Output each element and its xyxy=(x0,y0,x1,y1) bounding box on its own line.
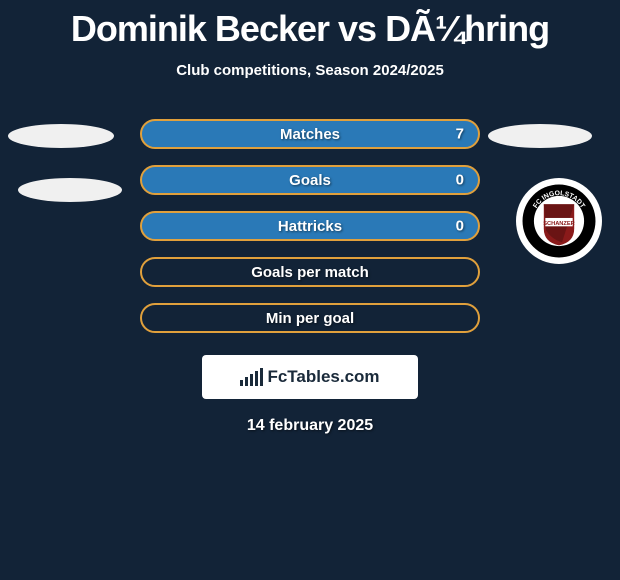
stat-row-goals-per-match: Goals per match xyxy=(140,257,480,287)
page-subtitle: Club competitions, Season 2024/2025 xyxy=(176,62,444,79)
badge-shield-text: SCHANZER xyxy=(543,221,575,227)
stat-row-matches: Matches 7 xyxy=(140,119,480,149)
stat-value-right: 7 xyxy=(456,126,464,143)
bar-chart-icon xyxy=(240,368,263,386)
stat-label: Hattricks xyxy=(278,218,342,235)
stat-value-right: 0 xyxy=(456,218,464,235)
fc-ingolstadt-badge: FC INGOLSTADT 04 SCHANZER xyxy=(516,178,602,264)
team-slot-left-1 xyxy=(8,124,114,148)
stat-row-goals: Goals 0 xyxy=(140,165,480,195)
stat-row-hattricks: Hattricks 0 xyxy=(140,211,480,241)
stat-row-min-per-goal: Min per goal xyxy=(140,303,480,333)
stat-label: Min per goal xyxy=(266,310,354,327)
stat-label: Goals xyxy=(289,172,331,189)
footer-logo-text: FcTables.com xyxy=(267,367,379,387)
stat-label: Goals per match xyxy=(251,264,369,281)
team-slot-left-2 xyxy=(18,178,122,202)
team-slot-right-1 xyxy=(488,124,592,148)
stat-value-right: 0 xyxy=(456,172,464,189)
date-text: 14 february 2025 xyxy=(247,417,373,435)
footer-logo: FcTables.com xyxy=(202,355,418,399)
stat-label: Matches xyxy=(280,126,340,143)
page-title: Dominik Becker vs DÃ¼hring xyxy=(71,8,549,50)
